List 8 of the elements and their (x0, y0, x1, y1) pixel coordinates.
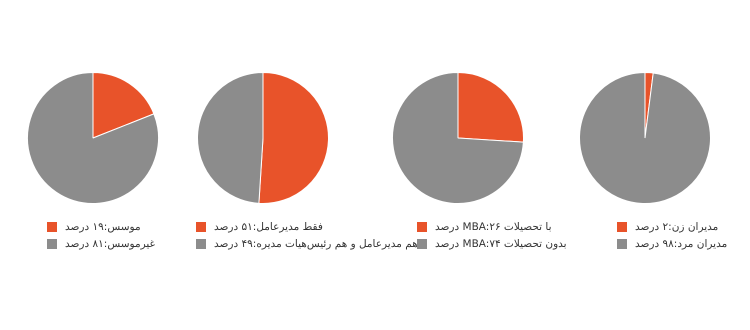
legend-label: غیرموسس:۸۱ درصد (65, 238, 156, 250)
legend-label: موسس:۱۹ درصد (65, 220, 141, 232)
legend-label: فقط مدیرعامل:۵۱ درصد (214, 220, 323, 232)
legend-label: با تحصیلات MBA:۲۶ درصد (435, 220, 552, 232)
legend-label: هم مدیرعامل و هم رئیس‌هیات مدیره:۴۹ درصد (214, 238, 418, 250)
legend-label: مدیران مرد:۹۸ درصد (635, 238, 728, 250)
legend-label: بدون تحصیلات MBA:۷۴ درصد (435, 238, 567, 250)
legend-label: مدیران زن:۲ درصد (635, 220, 718, 232)
